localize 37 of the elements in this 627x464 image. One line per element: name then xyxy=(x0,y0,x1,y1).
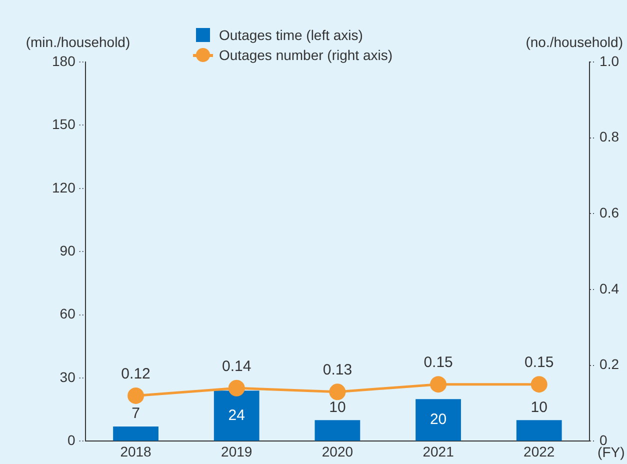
y-tick-label: 180 xyxy=(52,52,76,69)
x-tick-label: 2020 xyxy=(322,443,354,460)
y2-tick-label: 0.6 xyxy=(600,204,620,221)
y-axis-title: (min./household) xyxy=(26,34,130,50)
data-label: 10 xyxy=(530,398,548,416)
data-label: 0.15 xyxy=(424,354,453,371)
y-tick-label: 0 xyxy=(68,432,76,448)
x-tick-label: 2018 xyxy=(120,443,152,460)
bar xyxy=(113,426,158,441)
y2-tick-label: 0.4 xyxy=(600,280,620,296)
legend-label: Outages number (right axis) xyxy=(219,47,393,63)
x-tick-label: 2019 xyxy=(221,443,252,460)
bar xyxy=(314,420,360,441)
legend-label: Outages time (left axis) xyxy=(219,27,363,43)
y-tick-label: 120 xyxy=(52,179,76,196)
y2-tick-label: 0.2 xyxy=(600,356,620,372)
y-tick-label: 60 xyxy=(60,306,76,322)
y2-axis-title: (no./household) xyxy=(526,34,623,50)
data-label: 0.14 xyxy=(222,358,252,375)
data-label: 24 xyxy=(228,406,245,424)
x-tick-label: 2022 xyxy=(524,443,555,460)
y2-tick-label: 1.0 xyxy=(600,52,620,69)
data-label: 0.13 xyxy=(322,362,352,379)
y2-tick-label: 0.8 xyxy=(600,128,620,145)
data-label: 10 xyxy=(329,398,346,416)
bar xyxy=(516,420,562,441)
x-axis-title: (FY) xyxy=(598,444,625,460)
y-tick-label: 150 xyxy=(52,116,76,132)
data-label: 0.12 xyxy=(121,365,150,382)
bar xyxy=(214,390,260,441)
data-label: 20 xyxy=(430,411,447,428)
bar xyxy=(416,399,461,441)
x-tick-label: 2021 xyxy=(422,443,454,460)
data-label: 0.15 xyxy=(524,354,554,371)
data-label: 7 xyxy=(132,405,140,422)
y-tick-label: 90 xyxy=(60,242,76,258)
y-tick-label: 30 xyxy=(60,368,76,385)
